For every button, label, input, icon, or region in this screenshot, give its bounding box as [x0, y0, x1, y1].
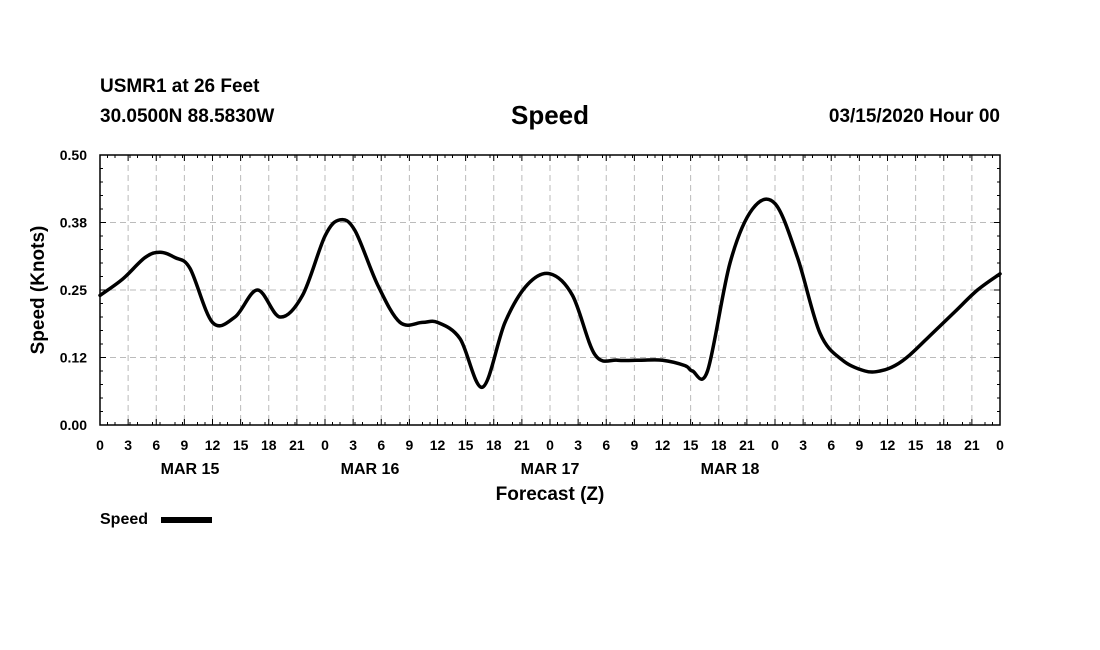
day-label: MAR 16	[341, 461, 400, 478]
x-tick-label: 0	[96, 437, 104, 453]
x-tick-label: 0	[321, 437, 329, 453]
x-tick-label: 6	[602, 437, 610, 453]
x-tick-label: 15	[908, 437, 924, 453]
x-tick-label: 9	[855, 437, 863, 453]
x-tick-label: 0	[546, 437, 554, 453]
y-tick-label: 0.50	[60, 147, 87, 163]
x-tick-label: 6	[377, 437, 385, 453]
x-tick-label: 12	[880, 437, 896, 453]
x-tick-label: 9	[180, 437, 188, 453]
x-tick-label: 3	[349, 437, 357, 453]
x-tick-label: 15	[233, 437, 249, 453]
x-tick-label: 18	[936, 437, 952, 453]
axis-ticks	[99, 154, 1001, 426]
x-tick-label: 18	[711, 437, 727, 453]
grid-lines	[100, 155, 1000, 425]
day-label: MAR 17	[521, 461, 580, 478]
y-tick-label: 0.25	[60, 282, 87, 298]
x-tick-label: 9	[405, 437, 413, 453]
y-tick-label: 0.00	[60, 417, 87, 433]
axis-tick-labels: 0 3 6 9 12 15 18 21 0 3 6 9 12 15 18 21 0 3 6 9 12 15 18 21 0 3 6 9…	[60, 147, 1004, 478]
x-tick-label: 0	[771, 437, 779, 453]
x-tick-label: 3	[124, 437, 132, 453]
y-axis-label: Speed (Knots)	[28, 226, 49, 355]
coordinates-label: 30.0500N 88.5830W	[100, 106, 275, 127]
x-tick-label: 12	[205, 437, 221, 453]
x-tick-label: 21	[964, 437, 980, 453]
x-tick-label: 6	[152, 437, 160, 453]
forecast-datetime: 03/15/2020 Hour 00	[828, 106, 1000, 127]
x-tick-label: 21	[739, 437, 755, 453]
x-tick-label: 3	[574, 437, 582, 453]
x-tick-label: 6	[827, 437, 835, 453]
x-tick-label: 12	[655, 437, 671, 453]
chart-title: Speed	[510, 100, 590, 130]
day-label: MAR 15	[161, 461, 220, 478]
y-tick-label: 0.12	[60, 350, 87, 366]
x-tick-label: 15	[683, 437, 699, 453]
x-tick-label: 9	[630, 437, 638, 453]
x-tick-label: 0	[996, 437, 1004, 453]
x-tick-label: 3	[799, 437, 807, 453]
x-tick-label: 18	[261, 437, 277, 453]
station-label: USMR1 at 26 Feet	[100, 76, 260, 97]
x-tick-label: 12	[430, 437, 446, 453]
legend-swatch	[161, 517, 212, 523]
speed-series-line	[98, 197, 1002, 389]
y-tick-label: 0.38	[60, 215, 87, 231]
legend-label: Speed	[100, 511, 148, 528]
day-label: MAR 18	[701, 461, 760, 478]
x-tick-label: 18	[486, 437, 502, 453]
x-tick-label: 21	[289, 437, 305, 453]
x-tick-label: 21	[514, 437, 530, 453]
x-axis-label: Forecast (Z)	[496, 484, 605, 505]
x-tick-label: 15	[458, 437, 474, 453]
